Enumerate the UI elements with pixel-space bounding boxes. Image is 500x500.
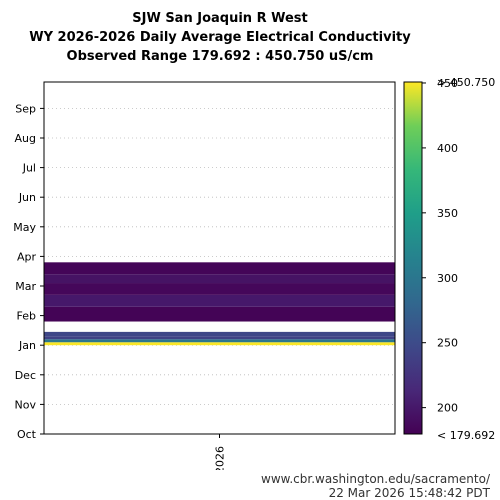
data-band	[44, 339, 395, 343]
data-band	[44, 262, 395, 275]
colorbar-tick-label: 300	[437, 272, 458, 285]
data-band	[44, 306, 395, 322]
y-tick-label: Jan	[18, 339, 36, 352]
colorbar-tick-label: 400	[437, 142, 458, 155]
y-tick-label: Feb	[17, 310, 36, 323]
x-axis: 2026	[214, 434, 227, 470]
colorbar	[403, 81, 423, 435]
data-band	[44, 342, 395, 346]
chart-title-line-2: WY 2026-2026 Daily Average Electrical Co…	[29, 30, 411, 45]
colorbar-tick-label: 200	[437, 402, 458, 415]
chart-title-line-3: Observed Range 179.692 : 450.750 uS/cm	[66, 49, 374, 64]
timestamp: 22 Mar 2026 15:48:42 PDT	[328, 486, 490, 500]
y-tick-label: Jul	[22, 162, 36, 175]
data-bands	[44, 262, 395, 346]
y-tick-label: Sep	[15, 102, 36, 115]
x-tick-label: 2026	[214, 446, 227, 470]
colorbar-ticks: 200 250 300 350 400 450> 450.750 < 179.692	[422, 76, 495, 442]
y-tick-label: Aug	[15, 132, 36, 145]
data-band	[44, 283, 395, 295]
y-tick-label: Mar	[15, 280, 36, 293]
y-tick-label: Nov	[15, 398, 37, 411]
chart-title-line-1: SJW San Joaquin R West	[132, 11, 308, 26]
source-url[interactable]: www.cbr.washington.edu/sacramento/	[261, 472, 490, 486]
y-tick-label: Dec	[15, 369, 36, 382]
data-band	[44, 274, 395, 284]
y-tick-label: Apr	[17, 250, 37, 263]
data-band	[44, 331, 395, 337]
colorbar-tick-label: 450	[437, 77, 458, 90]
colorbar-min-label: < 179.692	[437, 429, 495, 442]
y-tick-label: Jun	[18, 191, 36, 204]
colorbar-max-label: > 450.750	[437, 76, 495, 89]
heatmap-chart: Oct Nov Dec Jan Feb Mar Apr May Jun Jul Aug Sep 202…	[13, 76, 495, 470]
colorbar-tick-label: 350	[437, 207, 458, 220]
y-tick-label: May	[13, 221, 36, 234]
y-tick-label: Oct	[17, 428, 37, 441]
plot-frame	[43, 81, 396, 435]
data-band	[44, 336, 395, 340]
colorbar-tick-label: 250	[437, 337, 458, 350]
data-band	[44, 294, 395, 307]
y-axis: Oct Nov Dec Jan Feb Mar Apr May Jun Jul Aug Sep	[13, 102, 44, 441]
